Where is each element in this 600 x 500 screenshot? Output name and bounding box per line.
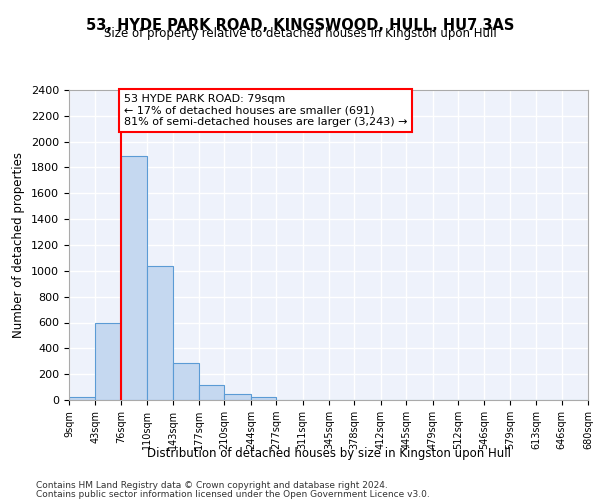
Bar — [121, 156, 147, 400]
Bar — [173, 363, 199, 400]
Bar — [95, 322, 121, 400]
Bar — [251, 398, 276, 400]
Text: Contains public sector information licensed under the Open Government Licence v3: Contains public sector information licen… — [36, 490, 430, 499]
Text: 53 HYDE PARK ROAD: 79sqm
← 17% of detached houses are smaller (691)
81% of semi-: 53 HYDE PARK ROAD: 79sqm ← 17% of detach… — [124, 94, 407, 127]
Y-axis label: Number of detached properties: Number of detached properties — [13, 152, 25, 338]
Bar — [69, 398, 95, 400]
Bar — [199, 384, 224, 400]
Text: Distribution of detached houses by size in Kingston upon Hull: Distribution of detached houses by size … — [147, 448, 511, 460]
Bar — [224, 394, 251, 400]
Text: Contains HM Land Registry data © Crown copyright and database right 2024.: Contains HM Land Registry data © Crown c… — [36, 481, 388, 490]
Text: 53, HYDE PARK ROAD, KINGSWOOD, HULL, HU7 3AS: 53, HYDE PARK ROAD, KINGSWOOD, HULL, HU7… — [86, 18, 514, 32]
Text: Size of property relative to detached houses in Kingston upon Hull: Size of property relative to detached ho… — [104, 28, 496, 40]
Bar — [147, 266, 173, 400]
